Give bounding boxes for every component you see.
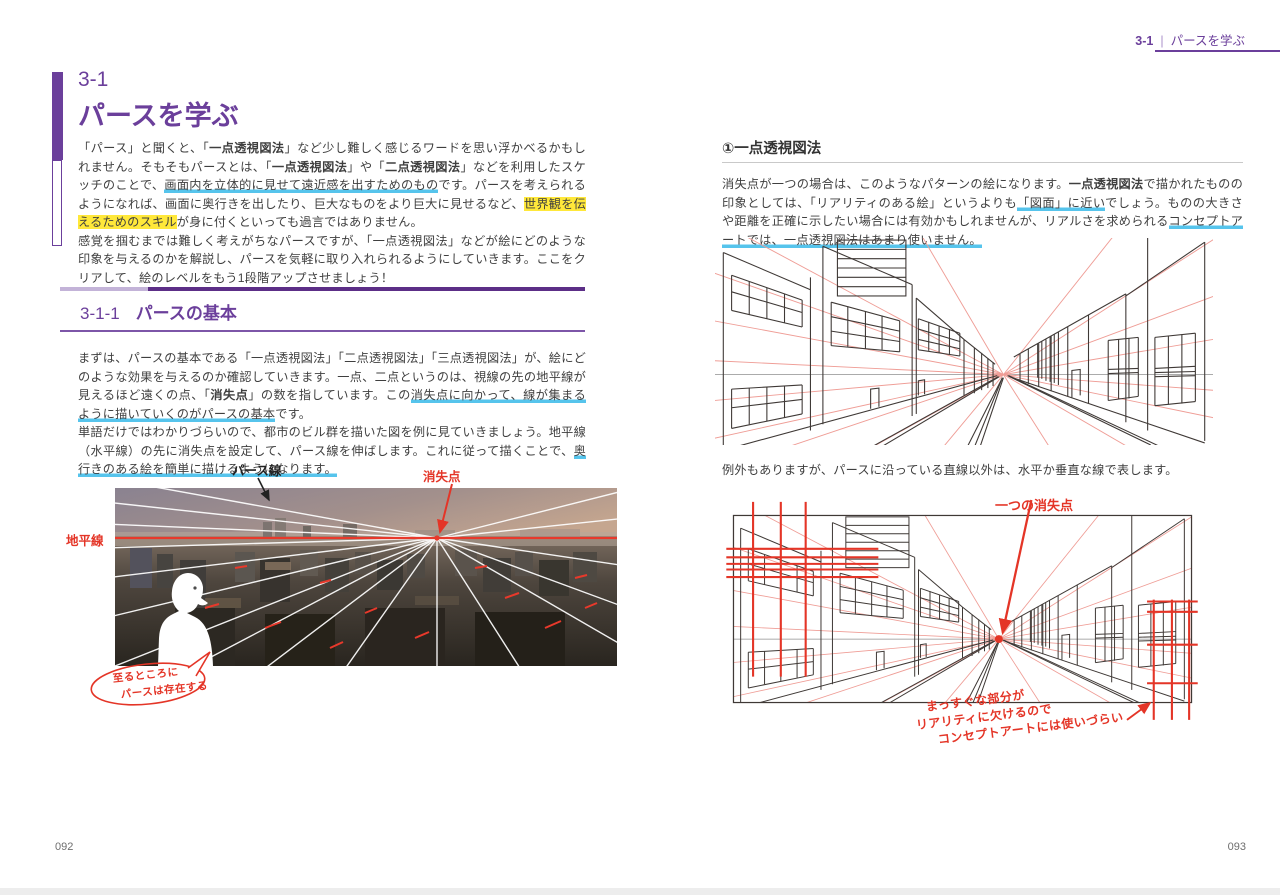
vanishing-point-dot [434,535,440,541]
body-paragraph-2: 単語だけではわかりづらいので、都市のビル群を描いた図を例に見ていきましょう。地平… [78,425,586,477]
pers-line-label: パース線 [232,464,282,478]
section-rule-top [148,287,585,291]
right-paragraph-1: 消失点が一つの場合は、このようなパターンの絵になります。一点透視図法で描かれたも… [722,177,1244,248]
chapter-bar-outline [52,160,62,246]
section-number: 3-1-1 [80,304,120,323]
intro-paragraph-1: 「パース」と聞くと、「一点透視図法」など少し難しく感じるワードを思い浮かべるかも… [78,141,587,229]
right-body-text: 消失点が一つの場合は、このようなパターンの絵になります。一点透視図法で描かれたも… [722,175,1244,249]
between-caption-text: 例外もありますが、パースに沿っている直線以外は、水平か垂直な線で表します。 [722,463,1178,477]
silhouette-eye [193,586,197,590]
page-number-left: 092 [55,841,74,853]
section-rule-accent [60,287,148,291]
one-point-perspective-drawing-2 [726,499,1198,721]
running-header-rule [1155,50,1280,52]
one-point-perspective-drawing-1 [715,238,1213,445]
running-header: 3-1 | パースを学ぶ [980,30,1245,49]
single-vp-label: 一つの消失点 [995,498,1074,513]
running-header-number: 3-1 [1135,34,1154,48]
chapter-bar-solid [52,72,63,160]
red-construction-lines [726,501,1198,720]
subsection-heading: ①一点透視図法 [722,141,822,157]
vp-arrow [998,499,1033,635]
intro-paragraph-2: 感覚を掴むまでは難しく考えがちなパースですが、「一点透視図法」などが絵にどのよう… [78,233,586,285]
page-number-right: 093 [1227,841,1246,853]
note-arrow [1126,701,1152,721]
intro-text: 「パース」と聞くと、「一点透視図法」など少し難しく感じるワードを思い浮かべるかも… [78,139,587,287]
running-header-title: パースを学ぶ [1170,34,1245,48]
vanishing-point-dot-2 [994,635,1003,644]
subsection-heading-rule [722,162,1243,163]
person-silhouette [158,573,213,666]
chapter-title: パースを学ぶ [78,101,239,131]
section-heading: 3-1-1 パースの基本 [80,299,237,324]
perspective-photo-figure: パース線 消失点 地平線 [60,456,635,718]
vanishing-point-label: 消失点 [423,470,461,484]
section-rule-bottom [60,330,585,332]
chapter-number: 3-1 [78,68,109,91]
running-header-separator: | [1160,34,1164,48]
drawing-frame [732,514,1193,704]
body-paragraph-1: まずは、パースの基本である「一点透視図法」「二点透視図法」「三点透視図法」が、絵… [78,351,586,422]
between-caption: 例外もありますが、パースに沿っている直線以外は、水平か垂直な線で表します。 [722,461,1243,480]
section-title: パースの基本 [135,304,237,323]
horizon-label: 地平線 [66,534,104,548]
section-body-text: まずは、パースの基本である「一点透視図法」「二点透視図法」「三点透視図法」が、絵… [78,349,586,479]
figure-annotations [90,477,453,706]
speech-bubble [90,662,206,706]
perspective-lines [115,488,617,666]
speech-bubble-tail [187,651,211,677]
cityscape-photo [115,488,617,666]
page-bottom-edge [0,888,1280,895]
